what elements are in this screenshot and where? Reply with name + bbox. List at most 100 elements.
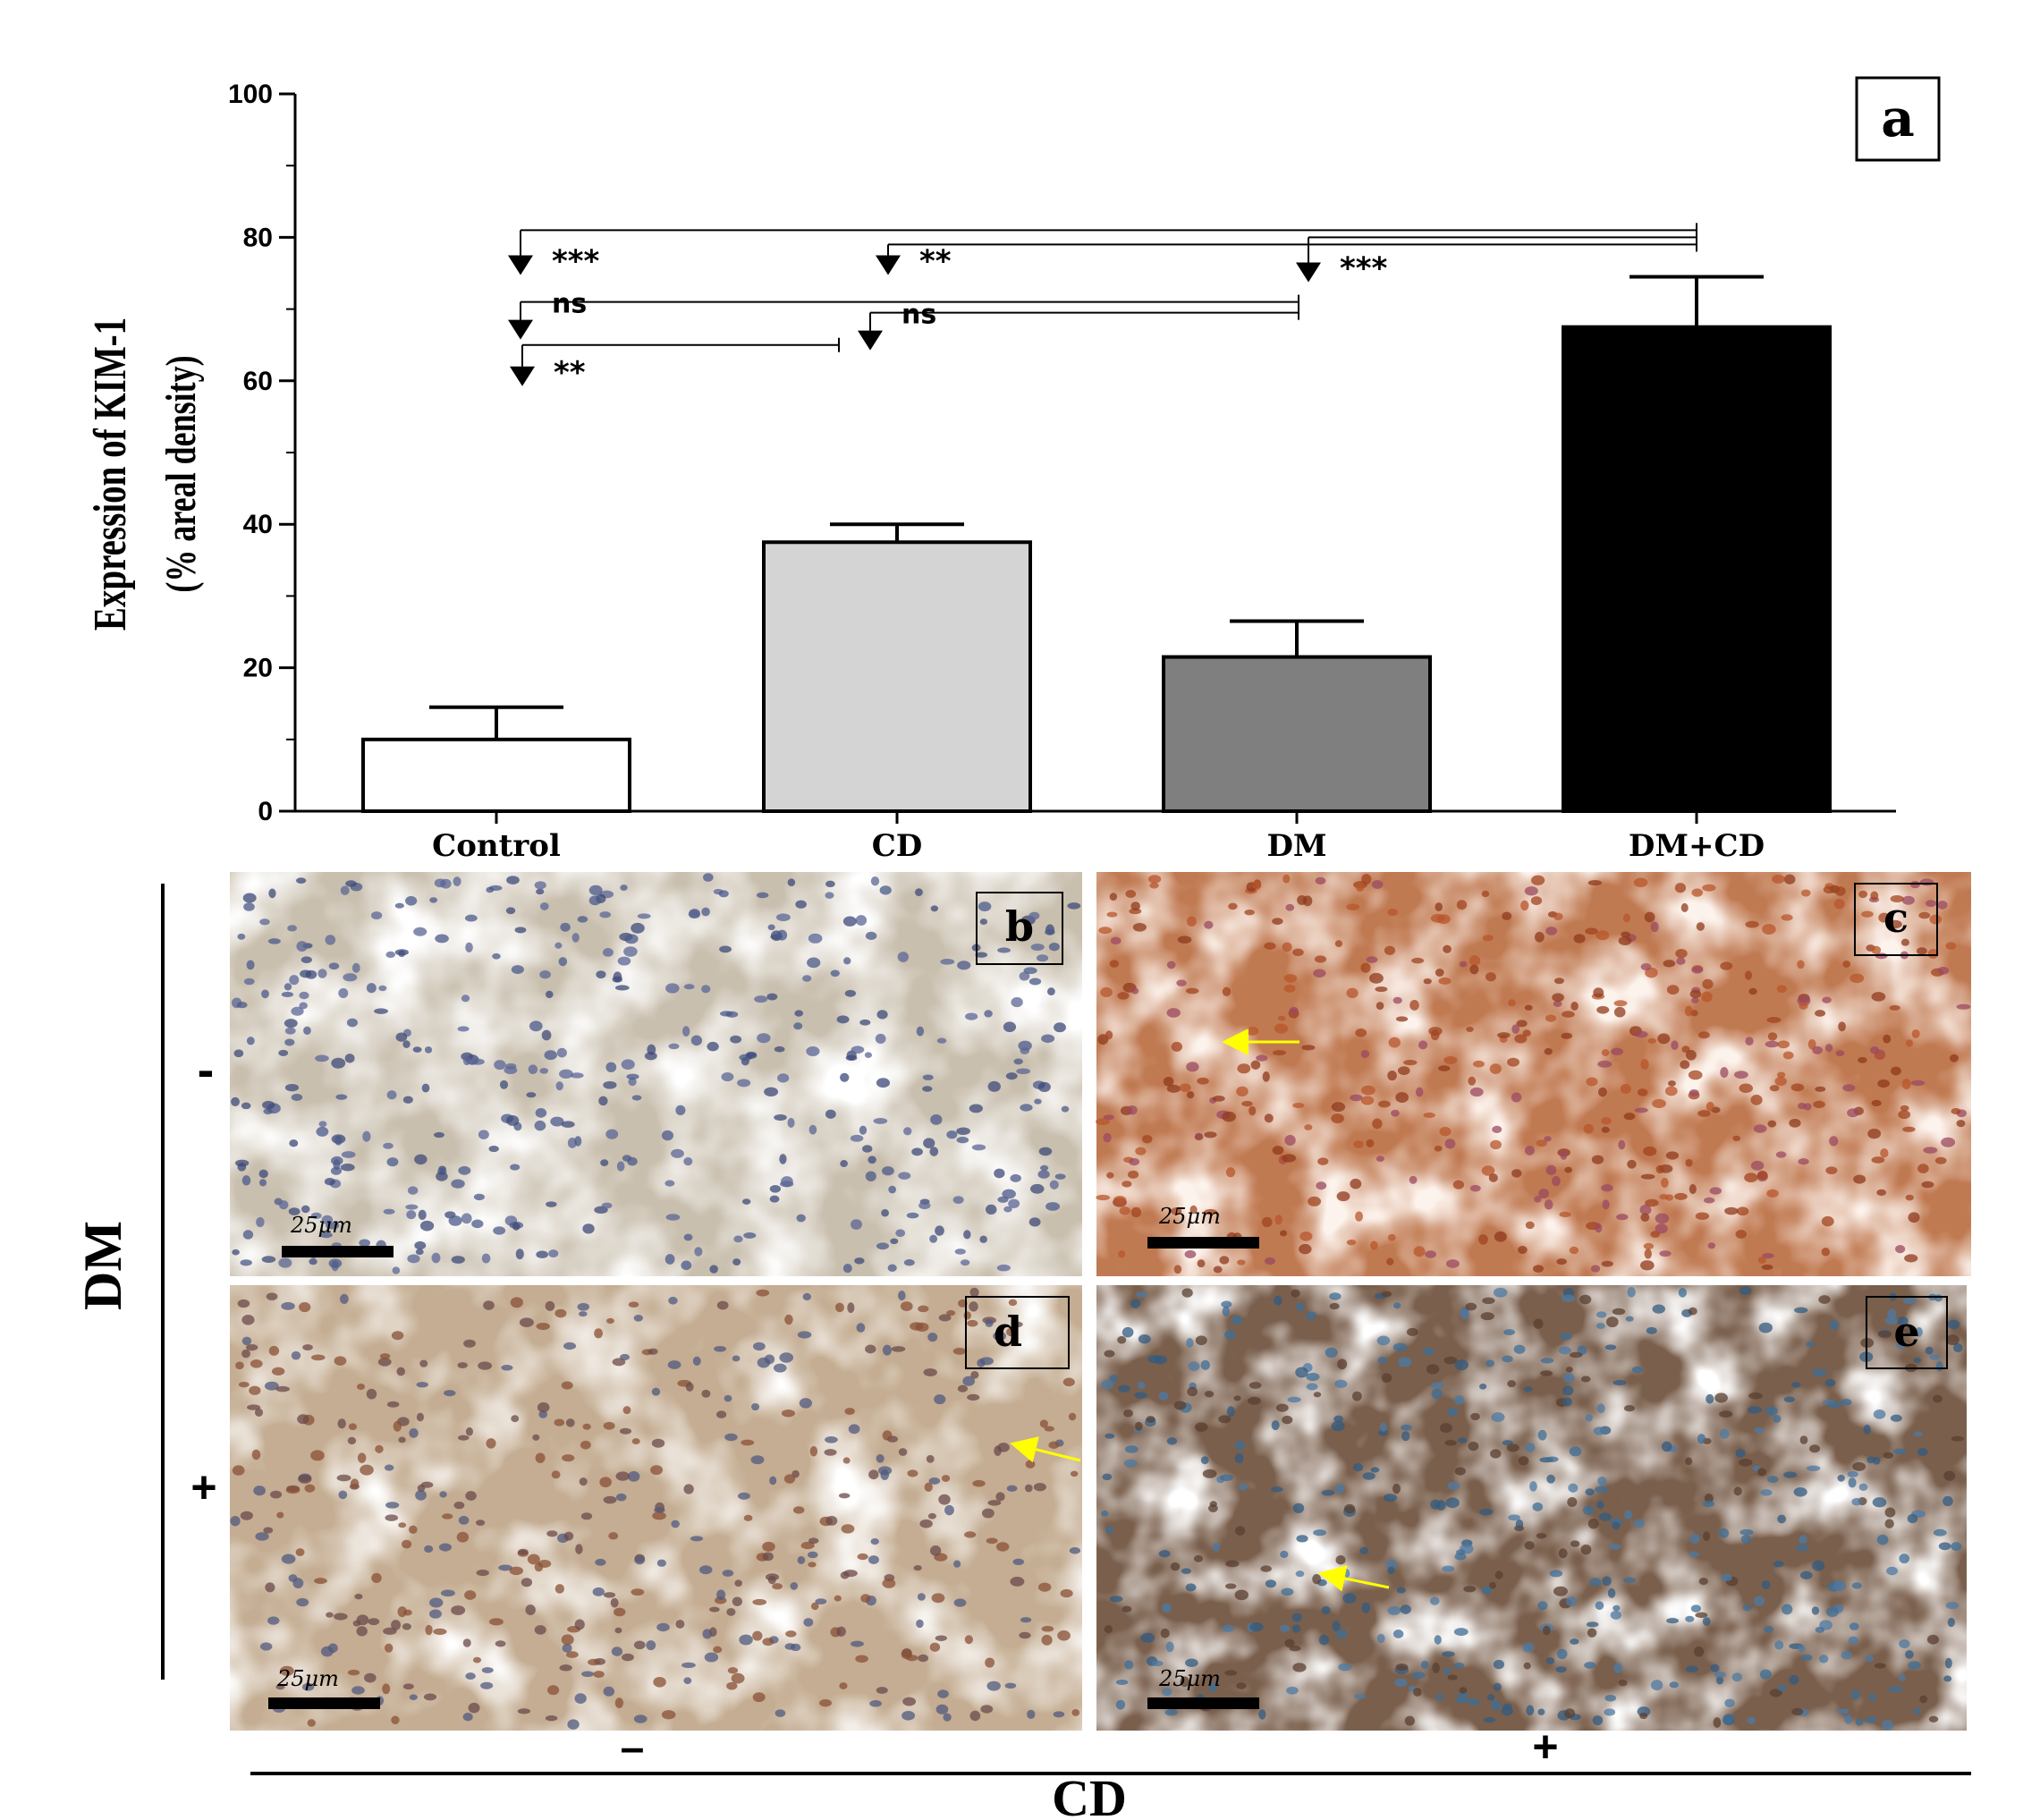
nucleus [986, 1680, 1001, 1691]
nucleus [1520, 900, 1529, 911]
nucleus [281, 1553, 296, 1564]
nucleus [1647, 1037, 1657, 1044]
nucleus [1127, 1105, 1138, 1115]
nucleus [1488, 1581, 1497, 1589]
bracket-arrowhead [510, 366, 535, 386]
nucleus [1536, 1139, 1547, 1147]
nucleus [1689, 1088, 1699, 1096]
nucleus [1395, 1663, 1409, 1672]
nucleus [1134, 1392, 1147, 1399]
nucleus [1556, 1648, 1568, 1660]
nucleus [1027, 1709, 1036, 1720]
nucleus [528, 1064, 538, 1075]
nucleus [1371, 880, 1384, 889]
nucleus [1046, 987, 1055, 996]
nucleus [1739, 1286, 1752, 1295]
nucleus [1523, 1662, 1531, 1670]
nucleus [1299, 1232, 1313, 1241]
nucleus [1899, 1553, 1910, 1564]
nucleus [1534, 1196, 1542, 1203]
nucleus [903, 1259, 915, 1266]
nucleus [843, 957, 851, 965]
nucleus [654, 1507, 665, 1513]
nucleus [1829, 1320, 1839, 1331]
nucleus [1282, 942, 1292, 952]
nucleus [488, 1618, 504, 1626]
nucleus [276, 1511, 284, 1519]
nucleus [1865, 1716, 1877, 1723]
nucleus [1640, 1213, 1650, 1223]
nucleus [1892, 1448, 1907, 1455]
nucleus [1714, 1672, 1726, 1678]
nucleus [270, 1490, 283, 1499]
nucleus [1054, 1022, 1066, 1033]
nucleus [1166, 1084, 1181, 1093]
nucleus [794, 1010, 804, 1017]
nucleus [1165, 1641, 1174, 1653]
nucleus [465, 1672, 476, 1680]
nucleus [1598, 1512, 1612, 1521]
nucleus [1858, 890, 1868, 899]
nucleus [987, 1080, 1001, 1092]
nucleus [1558, 1548, 1568, 1559]
nucleus [423, 1693, 437, 1701]
label-box-d [965, 1296, 1070, 1369]
nucleus [985, 1318, 994, 1327]
nucleus [1874, 1663, 1886, 1669]
nucleus [1335, 1629, 1348, 1639]
nucleus [371, 1572, 382, 1583]
nucleus [689, 909, 700, 918]
x-tick-label: CD [872, 828, 923, 864]
nucleus [1456, 900, 1468, 910]
nucleus [254, 1408, 264, 1417]
nucleus [1609, 1518, 1623, 1525]
nucleus [1460, 1308, 1469, 1320]
nucleus [931, 1593, 945, 1604]
nucleus [694, 1247, 703, 1257]
nucleus [1516, 1020, 1528, 1028]
nucleus [1105, 1433, 1115, 1439]
nucleus [1689, 989, 1702, 999]
nucleus [511, 965, 524, 975]
nucleus [796, 1214, 806, 1223]
nucleus [291, 1350, 301, 1360]
nucleus [1281, 1587, 1294, 1596]
nucleus [1883, 1452, 1894, 1459]
nucleus [1430, 913, 1445, 923]
nucleus [1470, 1412, 1480, 1421]
nucleus [1524, 886, 1538, 896]
nucleus [918, 1654, 929, 1663]
nucleus [1396, 1587, 1406, 1594]
nucleus [1537, 1601, 1548, 1611]
nucleus [1176, 979, 1187, 986]
nucleus [614, 985, 630, 991]
nucleus [906, 1212, 919, 1219]
nucleus [634, 1554, 646, 1565]
nucleus [1166, 961, 1176, 969]
nucleus [267, 938, 281, 944]
nucleus [333, 1159, 341, 1171]
nucleus [1224, 1670, 1238, 1676]
nucleus [1331, 1113, 1344, 1123]
nucleus [1024, 1484, 1033, 1493]
nucleus [246, 1037, 255, 1045]
nucleus [559, 1664, 572, 1672]
nucleus [1891, 1066, 1901, 1076]
nucleus [1204, 1391, 1215, 1398]
nucleus [603, 1495, 617, 1504]
nucleus [1493, 1287, 1508, 1298]
nucleus [478, 1130, 489, 1139]
nucleus [845, 1054, 858, 1061]
nucleus [275, 1385, 290, 1393]
nucleus [478, 1361, 493, 1370]
nucleus [928, 1477, 941, 1485]
nucleus [1105, 1525, 1113, 1535]
nucleus [919, 1519, 933, 1528]
nucleus [435, 934, 449, 944]
nucleus [1759, 1669, 1772, 1680]
nucleus [622, 1653, 634, 1662]
nucleus [601, 1202, 613, 1209]
nucleus [1222, 986, 1232, 996]
nucleus [1545, 1657, 1555, 1664]
nucleus [1443, 944, 1452, 953]
